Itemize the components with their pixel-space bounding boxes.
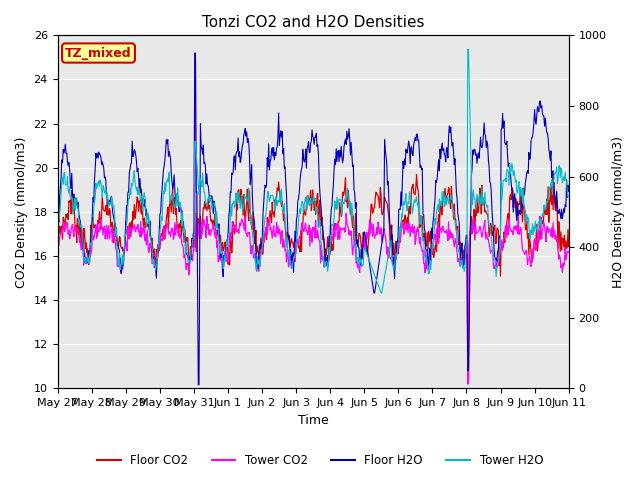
- Tower H2O: [168, 192, 175, 198]
- Floor H2O: [376, 251, 384, 257]
- Y-axis label: H2O Density (mmol/m3): H2O Density (mmol/m3): [612, 136, 625, 288]
- Floor H2O: [168, 171, 175, 177]
- Floor H2O: [392, 257, 399, 263]
- Floor CO2: [390, 240, 397, 246]
- Floor H2O: [191, 50, 198, 56]
- Line: Tower CO2: Tower CO2: [58, 62, 569, 384]
- Floor CO2: [195, 216, 202, 221]
- Floor CO2: [54, 223, 61, 228]
- Tower H2O: [54, 239, 61, 245]
- Floor H2O: [54, 221, 61, 227]
- Floor CO2: [63, 214, 70, 220]
- Floor CO2: [168, 209, 175, 215]
- Tower CO2: [464, 381, 472, 387]
- Floor CO2: [116, 234, 124, 240]
- Tower H2O: [390, 262, 398, 268]
- Tower H2O: [565, 193, 573, 199]
- Floor H2O: [565, 189, 573, 194]
- Title: Tonzi CO2 and H2O Densities: Tonzi CO2 and H2O Densities: [202, 15, 424, 30]
- Tower CO2: [54, 251, 61, 257]
- Line: Floor H2O: Floor H2O: [58, 53, 569, 385]
- Tower H2O: [116, 250, 124, 256]
- Tower H2O: [195, 180, 202, 186]
- Floor H2O: [63, 150, 70, 156]
- Tower H2O: [377, 290, 385, 296]
- Tower CO2: [390, 267, 398, 273]
- Tower CO2: [195, 223, 203, 228]
- Line: Tower H2O: Tower H2O: [58, 49, 569, 293]
- Tower CO2: [168, 228, 175, 234]
- Floor CO2: [375, 198, 383, 204]
- Text: TZ_mixed: TZ_mixed: [65, 47, 132, 60]
- Floor H2O: [116, 248, 124, 253]
- Floor H2O: [195, 382, 202, 388]
- Tower H2O: [63, 182, 70, 188]
- Legend: Floor CO2, Tower CO2, Floor H2O, Tower H2O: Floor CO2, Tower CO2, Floor H2O, Tower H…: [92, 449, 548, 472]
- Tower CO2: [565, 249, 573, 254]
- Tower CO2: [63, 219, 70, 225]
- Tower H2O: [375, 284, 383, 290]
- Floor CO2: [413, 172, 420, 178]
- Tower H2O: [464, 47, 472, 52]
- Line: Floor CO2: Floor CO2: [58, 175, 569, 377]
- Tower CO2: [116, 262, 124, 267]
- Tower CO2: [191, 59, 198, 65]
- Y-axis label: CO2 Density (mmol/m3): CO2 Density (mmol/m3): [15, 136, 28, 288]
- Floor CO2: [565, 244, 573, 250]
- Floor H2O: [196, 252, 204, 257]
- X-axis label: Time: Time: [298, 414, 328, 427]
- Floor CO2: [464, 374, 472, 380]
- Tower CO2: [376, 230, 383, 236]
